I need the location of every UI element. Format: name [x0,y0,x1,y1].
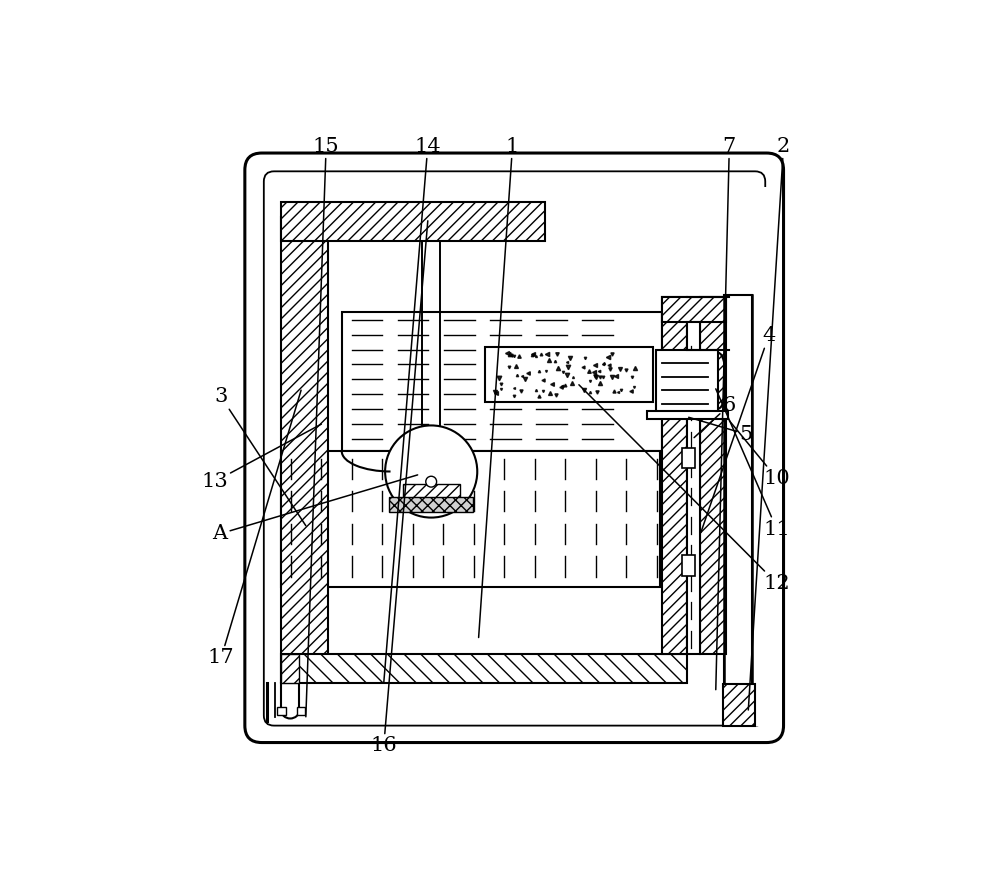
Bar [281,451,660,587]
Bar [662,297,726,322]
FancyBboxPatch shape [264,172,765,726]
Text: 5: 5 [689,417,753,444]
Bar [342,312,662,451]
Text: 1: 1 [479,136,519,637]
Text: 2: 2 [748,136,790,710]
Bar [389,497,473,512]
Bar [281,655,299,683]
Text: 12: 12 [579,385,790,593]
Bar [687,322,700,655]
Text: 10: 10 [729,421,790,488]
Circle shape [385,425,477,517]
Bar [723,684,755,726]
Bar [277,708,286,715]
Bar [656,349,718,412]
Text: 11: 11 [716,389,790,539]
Bar [682,555,695,576]
Circle shape [426,476,437,488]
Text: 13: 13 [201,424,321,491]
Bar [403,484,460,500]
Bar [281,655,687,683]
Bar [729,187,770,715]
Bar [729,705,770,726]
FancyBboxPatch shape [245,153,784,743]
Text: 3: 3 [214,387,306,525]
Bar [662,297,687,655]
Text: 4: 4 [701,326,775,532]
Bar [281,202,545,241]
Text: 14: 14 [384,136,441,683]
Bar [682,448,695,468]
Bar [297,708,305,715]
Text: 16: 16 [370,221,428,755]
Text: 7: 7 [716,136,736,690]
Bar [700,297,726,655]
Bar [647,410,728,419]
Text: 17: 17 [208,390,301,667]
Text: 15: 15 [306,136,339,717]
Bar [724,296,752,685]
Text: 6: 6 [694,396,736,437]
Text: A: A [212,475,418,543]
Bar [281,217,328,681]
Bar [485,347,653,402]
